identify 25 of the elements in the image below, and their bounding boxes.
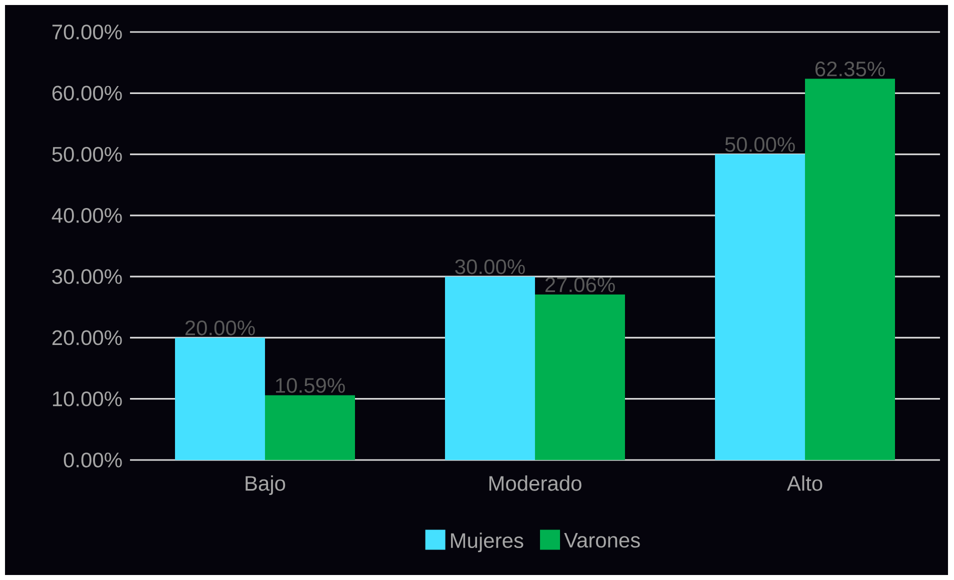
bar	[805, 78, 895, 460]
y-tick-label: 40.00%	[52, 208, 122, 223]
y-tick-label: 20.00%	[52, 330, 122, 346]
bar	[175, 338, 265, 460]
y-tick-label: 70.00%	[52, 24, 122, 40]
y-tick-label: 50.00%	[52, 146, 122, 162]
bar	[534, 294, 625, 460]
legend-label: Mujeres	[451, 532, 524, 552]
y-tick-label: 0.00%	[64, 452, 122, 468]
x-tick-label: Alto	[786, 475, 822, 491]
x-tick-label: Bajo	[246, 475, 286, 495]
bar	[714, 154, 805, 460]
data-label: 10.59%	[276, 378, 345, 393]
data-label: 27.06%	[545, 277, 615, 292]
y-tick-label: 30.00%	[52, 269, 122, 284]
y-tick-label: 10.00%	[52, 391, 122, 406]
legend-label: Varones	[564, 533, 640, 548]
data-label: 50.00%	[725, 137, 795, 152]
data-label: 30.00%	[455, 259, 525, 274]
data-label: 20.00%	[185, 320, 255, 336]
y-tick-label: 60.00%	[52, 86, 122, 101]
x-tick-label: Moderado	[489, 475, 582, 491]
bar	[444, 276, 535, 460]
data-label: 62.35%	[815, 62, 885, 76]
bar	[265, 395, 355, 460]
